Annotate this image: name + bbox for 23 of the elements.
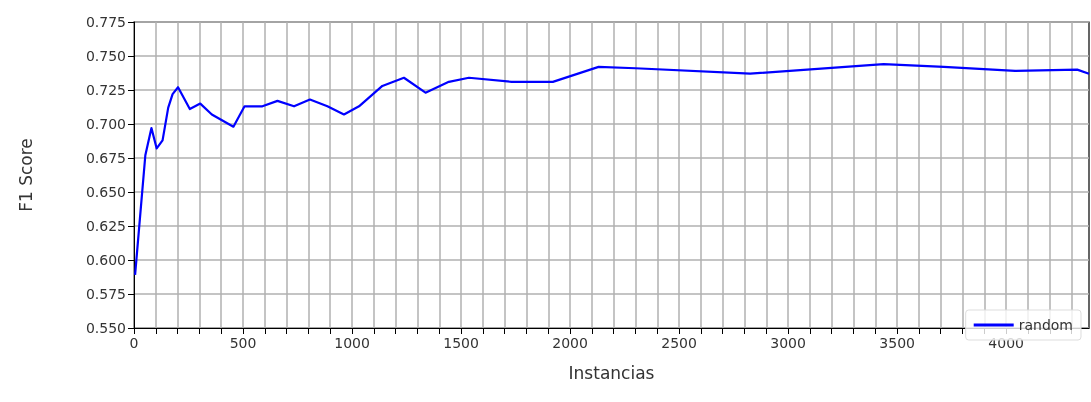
y-tick-label: 0.575: [85, 286, 126, 302]
y-tick-label: 0.650: [85, 184, 126, 200]
x-tick-label: 0: [129, 335, 139, 351]
y-tick-label: 0.625: [85, 218, 126, 234]
x-tick-label: 1500: [443, 335, 479, 351]
y-tick-label: 0.550: [85, 320, 126, 336]
y-tick-label: 0.675: [85, 150, 126, 166]
y-tick-label: 0.775: [85, 14, 126, 30]
legend-label: random: [1018, 317, 1074, 333]
y-tick-label: 0.700: [85, 116, 126, 132]
x-tick-label: 4000: [988, 335, 1024, 351]
y-tick-label: 0.750: [85, 48, 126, 64]
x-tick-label: 3000: [770, 335, 806, 351]
x-axis-title: Instancias: [568, 362, 655, 383]
x-tick-label: 3500: [879, 335, 915, 351]
x-tick-label: 2000: [552, 335, 588, 351]
y-axis-title: F1 Score: [15, 138, 36, 212]
x-tick-label: 1000: [334, 335, 370, 351]
y-tick-label: 0.600: [85, 252, 126, 268]
y-tick-label: 0.725: [85, 82, 126, 98]
line-series: [133, 63, 1091, 277]
x-tick-label: 500: [229, 335, 257, 351]
x-tick-label: 2500: [661, 335, 697, 351]
